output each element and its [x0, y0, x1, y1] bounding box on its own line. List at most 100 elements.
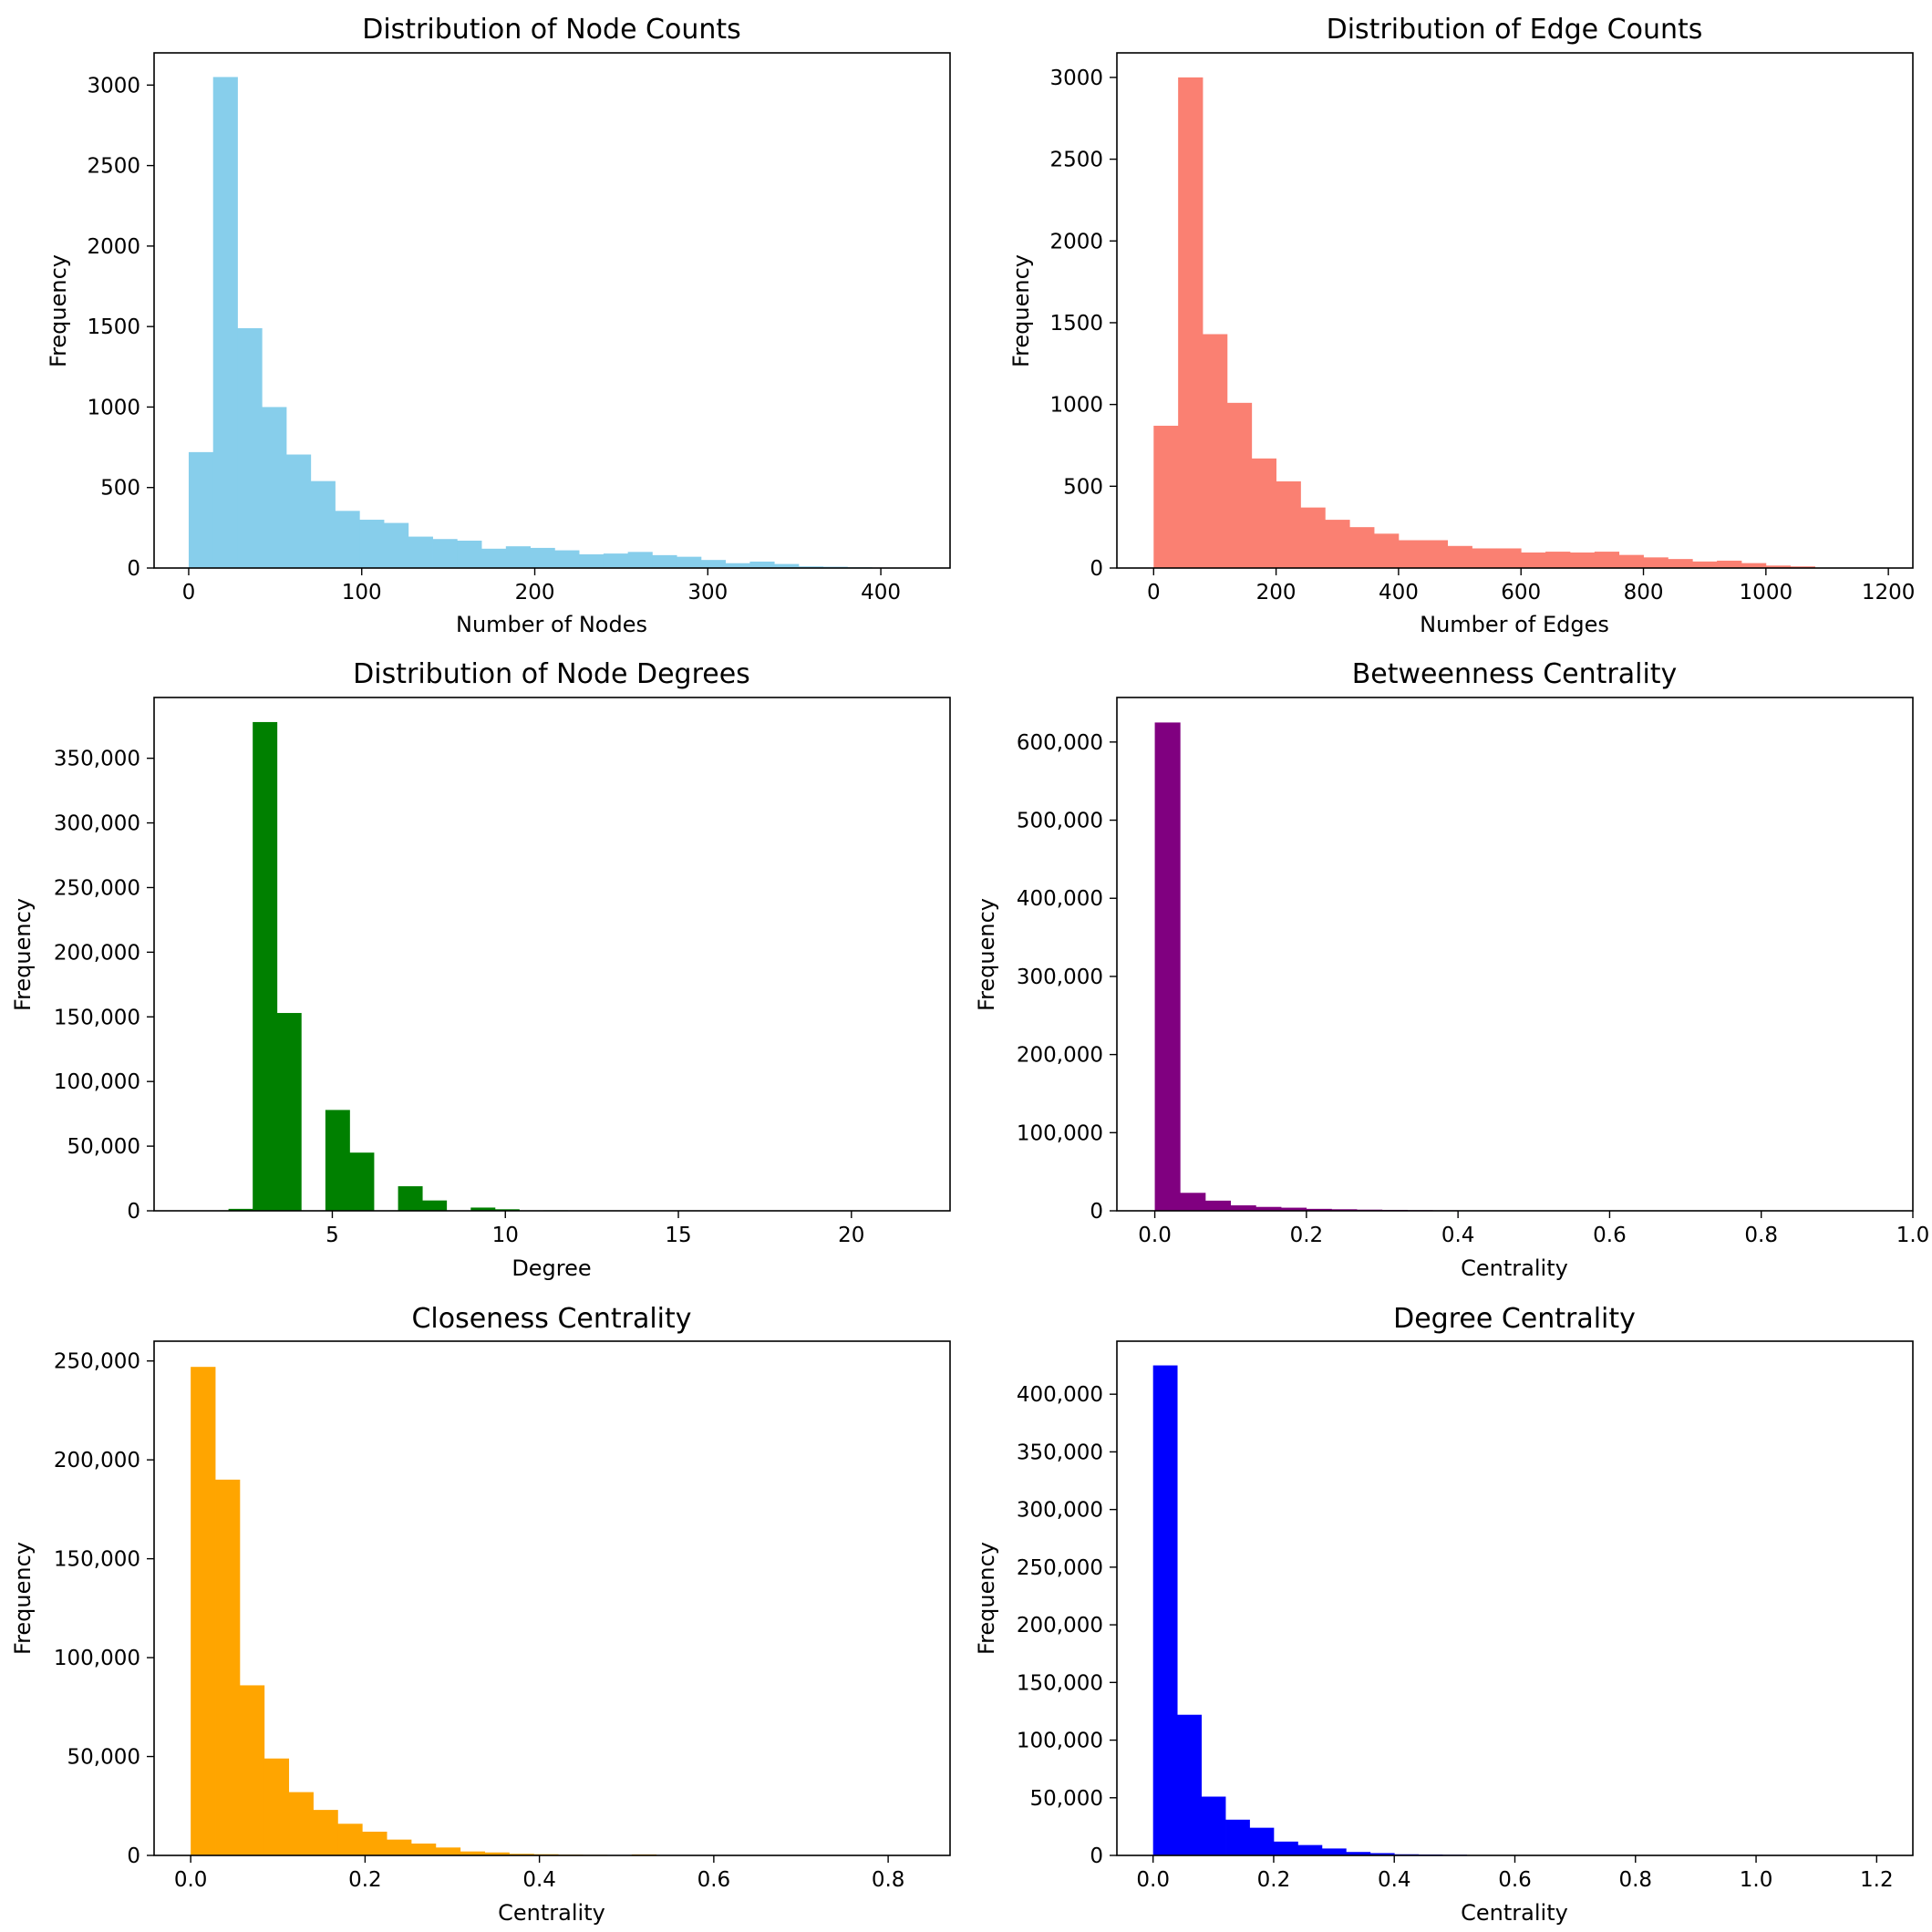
x-tick-label: 300 [687, 581, 728, 604]
histogram-bar [1273, 1841, 1298, 1855]
histogram-bar [335, 511, 360, 568]
histogram-bar [239, 1685, 265, 1855]
y-ticks-betweenness: 0 100,000 200,000 300,000 400,000 500,000 600,… [1017, 731, 1117, 1224]
y-tick-label: 250,000 [54, 876, 140, 900]
histogram-bar [262, 407, 287, 568]
x-tick-label: 0.8 [1618, 1868, 1652, 1892]
histogram-bar [398, 1186, 423, 1211]
y-tick-label: 400,000 [1017, 1383, 1103, 1407]
histogram-bar [432, 539, 458, 568]
histogram-bar [603, 553, 629, 568]
y-tick-label: 200,000 [1017, 1614, 1103, 1638]
plot-frame [1116, 697, 1914, 1212]
x-tick-label: 0.6 [1498, 1868, 1532, 1892]
y-tick-label: 1000 [1049, 394, 1103, 418]
histogram-bar [1255, 1206, 1282, 1211]
chart-title: Distribution of Edge Counts [1327, 14, 1703, 46]
histogram-bar [509, 1854, 534, 1855]
x-tick-label: 1.0 [1896, 1224, 1930, 1247]
histogram-bar [457, 540, 482, 568]
x-tick-label: 1200 [1862, 581, 1916, 604]
y-tick-label: 150,000 [54, 1548, 140, 1572]
histogram-bar [1226, 402, 1253, 568]
y-tick-label: 1000 [87, 396, 140, 419]
y-axis-label: Frequency [1008, 254, 1034, 367]
plot-frame [153, 697, 951, 1212]
bars-degree-centrality [1152, 1365, 1492, 1855]
histogram-bar [237, 327, 263, 568]
histogram-bar [677, 556, 702, 568]
chart-title: Degree Centrality [1393, 1303, 1636, 1335]
plot-frame [153, 1340, 951, 1856]
histogram-bar [1346, 1852, 1371, 1855]
histogram-bar [1349, 527, 1375, 568]
x-tick-label: 200 [1256, 581, 1297, 604]
y-tick-label: 2000 [87, 235, 140, 259]
y-tick-label: 3000 [1049, 67, 1103, 90]
histogram-bar [191, 1367, 216, 1855]
histogram-bar [1321, 1848, 1347, 1855]
x-tick-label: 15 [665, 1224, 691, 1247]
y-tick-label: 100,000 [54, 1647, 140, 1670]
histogram-bar [749, 561, 775, 568]
x-tick-label: 0.4 [1441, 1224, 1475, 1247]
histogram-bar [384, 522, 409, 568]
histogram-bar [215, 1479, 241, 1855]
histogram-bar [410, 1843, 437, 1855]
chart-title: Betweenness Centrality [1352, 658, 1678, 690]
y-tick-label: 50,000 [67, 1746, 140, 1770]
y-tick-label: 0 [127, 1200, 140, 1224]
histogram-bar [1177, 1714, 1202, 1855]
histogram-bar [1472, 548, 1497, 568]
histogram-bar [1297, 1844, 1323, 1855]
plot-frame [1116, 1340, 1914, 1856]
histogram-bar [276, 1013, 302, 1211]
y-tick-label: 200,000 [54, 941, 140, 965]
y-tick-label: 500 [1063, 475, 1103, 499]
y-tick-label: 400,000 [1017, 887, 1103, 911]
y-tick-label: 3000 [87, 74, 140, 98]
y-tick-label: 500 [100, 477, 140, 501]
y-ticks-edge-counts: 0 500 1000 1500 2000 2500 3000 [1049, 67, 1117, 581]
x-ticks-betweenness: 0.0 0.2 0.4 0.6 0.8 1.0 [1138, 1211, 1929, 1247]
histogram-bar [1790, 566, 1815, 568]
y-axis-label: Frequency [10, 1542, 36, 1655]
histogram-bar [505, 546, 531, 568]
histogram-bar [460, 1851, 485, 1855]
x-tick-label: 0.8 [872, 1868, 905, 1892]
x-tick-label: 0 [1147, 581, 1161, 604]
histogram-bar [362, 1831, 387, 1855]
x-axis-label: Centrality [498, 1900, 605, 1926]
chart-title: Distribution of Node Degrees [353, 658, 750, 690]
histogram-bar [1447, 545, 1472, 568]
y-tick-label: 250,000 [54, 1350, 140, 1374]
plot-frame [153, 52, 951, 569]
x-tick-label: 800 [1624, 581, 1664, 604]
y-ticks-degree-centrality: 0 50,000 100,000 150,000 200,000 250,000 300,0… [1017, 1383, 1117, 1868]
histogram-bar [1230, 1205, 1256, 1211]
y-tick-label: 150,000 [1017, 1671, 1103, 1695]
histogram-bar [228, 1208, 253, 1211]
histogram-bar [798, 566, 824, 568]
x-tick-label: 1000 [1740, 581, 1793, 604]
histogram-bar [288, 1792, 314, 1855]
histogram-bar [494, 1209, 520, 1211]
x-tick-label: 100 [342, 581, 382, 604]
x-ticks-edge-counts: 0 200 400 600 800 1000 1200 [1147, 568, 1915, 604]
x-tick-label: 5 [325, 1224, 339, 1247]
histogram-bar [188, 451, 214, 569]
y-tick-label: 1500 [87, 315, 140, 339]
histogram-bar [470, 1207, 496, 1211]
histogram-bar [1422, 540, 1449, 568]
y-tick-label: 600,000 [1017, 731, 1103, 755]
y-tick-label: 350,000 [1017, 1441, 1103, 1464]
histogram-bar [1180, 1193, 1206, 1211]
histogram-bar [1374, 533, 1400, 568]
plot-frame [1116, 52, 1914, 569]
histogram-bar [1618, 554, 1644, 568]
histogram-bar [1249, 1827, 1275, 1855]
y-ticks-node-degrees: 0 50,000 100,000 150,000 200,000 250,000 300,0… [54, 748, 154, 1224]
y-tick-label: 1500 [1049, 312, 1103, 336]
histogram-bar [422, 1200, 448, 1211]
